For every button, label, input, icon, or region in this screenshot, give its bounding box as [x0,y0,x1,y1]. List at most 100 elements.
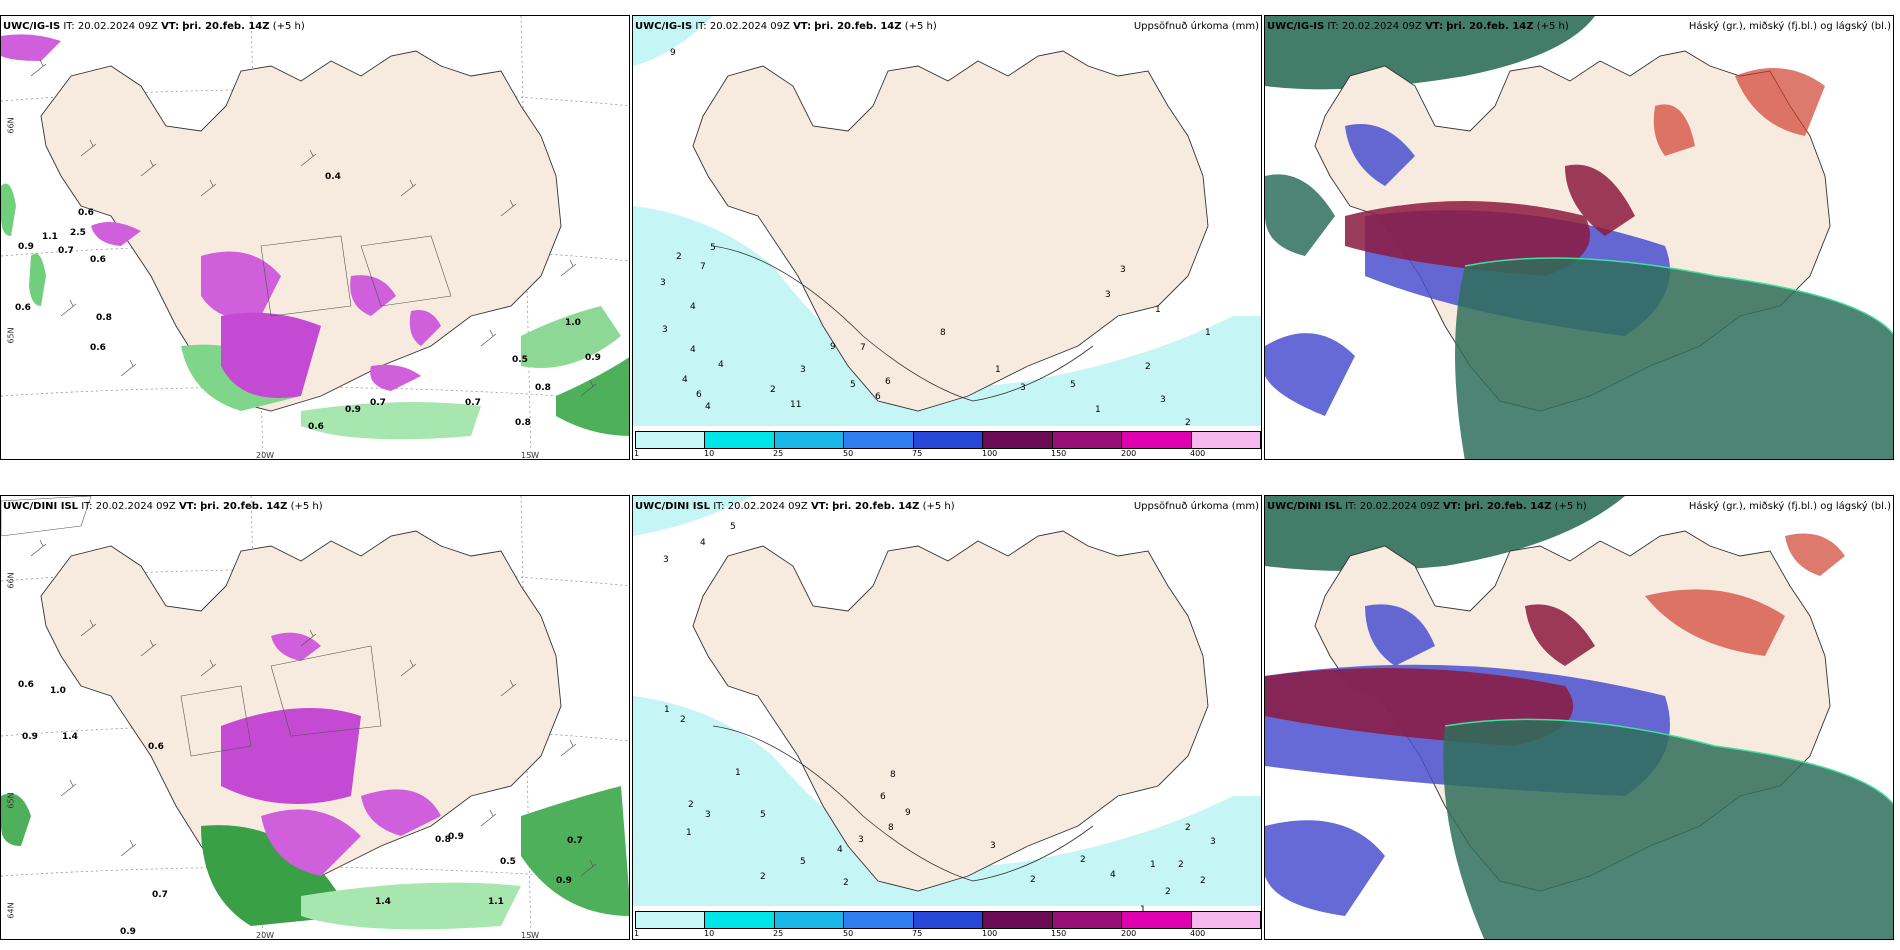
colorbar-tick: 100 [982,449,998,458]
colorbar-seg [1191,432,1260,448]
map-value-label: 1 [1150,860,1156,870]
map-value-label: 3 [662,325,668,335]
map-value-label: 1.4 [375,897,391,907]
panel-header: UWC/IG-IS IT: 20.02.2024 09Z VT: þri. 20… [3,21,305,32]
precip-area [633,16,1261,426]
colorbar-tick: 100 [982,929,998,938]
model-name: UWC/IG-IS [1267,21,1325,32]
map-value-label: 0.5 [500,857,516,867]
map-value-label: 2 [760,872,766,882]
map-value-label: 0.8 [435,835,451,845]
map-value-label: 0.9 [585,353,601,363]
precip-map-top: UWC/IG-IS IT: 20.02.2024 09Z VT: þri. 20… [632,15,1262,460]
map-value-label: 1 [664,705,670,715]
colorbar-seg [983,912,1053,928]
map-value-label: 1.0 [565,318,581,328]
colorbar-seg [1122,432,1192,448]
map-value-label: 0.6 [148,742,164,752]
map-value-label: 1.0 [50,686,66,696]
map-value-label: 8 [940,328,946,338]
colorbar-tick: 10 [704,449,715,458]
map-value-label: 2 [843,878,849,888]
colorbar-tick: 10 [704,929,715,938]
colorbar-seg [844,912,914,928]
map-value-label: 2 [1185,418,1191,428]
map-value-label: 4 [700,538,706,548]
map-value-label: 7 [860,343,866,353]
valid-time: þri. 20.feb. 14Z [1464,501,1552,512]
colorbar-ticks: 1 10 25 50 75 100 150 200 400 [634,929,1261,939]
valid-time: þri. 20.feb. 14Z [200,501,288,512]
coast-isoline [712,725,1094,882]
hatched-regions [260,235,452,317]
vt-label: VT: [161,21,180,32]
precip-map-bottom-svg [633,496,1261,906]
map-value-label: 2 [1030,875,1036,885]
map-value-label: 0.6 [90,343,106,353]
lon-label-20w: 20W [256,451,275,460]
map-value-label: 8 [890,770,896,780]
map-value-label: 5 [850,380,856,390]
it-label: IT: [81,501,93,512]
map-value-label: 0.6 [90,255,106,265]
map-value-label: 5 [1070,380,1076,390]
cloud-map-bottom: UWC/DINI ISL IT: 20.02.2024 09Z VT: þri.… [1264,495,1894,940]
map-value-label: 4 [682,375,688,385]
map-value-label: 4 [690,345,696,355]
lead-time: (+5 h) [904,21,937,32]
precip-title: Uppsöfnuð úrkoma (mm) [1133,21,1259,32]
map-value-label: 9 [905,808,911,818]
model-name: UWC/DINI ISL [3,501,79,512]
map-value-label: 5 [760,810,766,820]
valid-time: þri. 20.feb. 14Z [1446,21,1534,32]
colorbar-seg [705,912,775,928]
panel-header: UWC/DINI ISL IT: 20.02.2024 09Z VT: þri.… [1267,501,1587,512]
cloud-map-top: UWC/IG-IS IT: 20.02.2024 09Z VT: þri. 20… [1264,15,1894,460]
map-value-label: 2 [1178,860,1184,870]
wind-precip-map-top: UWC/IG-IS IT: 20.02.2024 09Z VT: þri. 20… [0,15,630,460]
colorbar-tick: 75 [912,449,923,458]
colorbar-tick: 50 [843,929,854,938]
lead-time: (+5 h) [922,501,955,512]
map-value-label: 0.6 [15,303,31,313]
colorbar-seg [1052,432,1123,448]
map-value-label: 3 [1020,383,1026,393]
init-time: 20.02.2024 09Z [727,501,808,512]
mid-cloud-area [1345,164,1635,276]
colorbar-seg [983,432,1053,448]
precip-map-bottom: UWC/DINI ISL IT: 20.02.2024 09Z VT: þri.… [632,495,1262,940]
init-time: 20.02.2024 09Z [709,21,790,32]
wind-barbs [30,539,597,877]
colorbar-tick: 1 [634,449,640,458]
colorbar-seg [774,432,845,448]
high-cloud-area [1265,174,1893,459]
wet-bulb-areas [1,632,629,930]
lat-label-65n: 65N [6,792,16,809]
map-value-label: 6 [696,390,702,400]
panel-header: UWC/IG-IS IT: 20.02.2024 09Z VT: þri. 20… [635,21,937,32]
wind-map-bottom-svg [1,496,629,939]
colorbar-seg [913,432,984,448]
colorbar-seg [636,912,706,928]
map-value-label: 2 [1185,823,1191,833]
map-value-label: 4 [837,845,843,855]
map-value-label: 2 [1200,876,1206,886]
map-value-label: 5 [800,857,806,867]
map-value-label: 2 [676,252,682,262]
map-value-label: 0.6 [308,422,324,432]
precip-area [633,496,1261,906]
map-value-label: 4 [705,402,711,412]
colorbar-tick: 25 [773,449,784,458]
map-value-label: 0.4 [325,172,341,182]
map-value-label: 0.9 [556,876,572,886]
it-label: IT: [695,21,707,32]
map-value-label: 9 [670,48,676,58]
map-value-label: 0.7 [152,890,168,900]
map-value-label: 3 [1120,265,1126,275]
lat-label-66n: 66N [6,117,16,134]
map-value-label: 6 [885,377,891,387]
it-label: IT: [1345,501,1357,512]
init-time: 20.02.2024 09Z [95,501,176,512]
panel-header: UWC/DINI ISL IT: 20.02.2024 09Z VT: þri.… [3,501,323,512]
lat-label-64n: 64N [6,902,16,919]
